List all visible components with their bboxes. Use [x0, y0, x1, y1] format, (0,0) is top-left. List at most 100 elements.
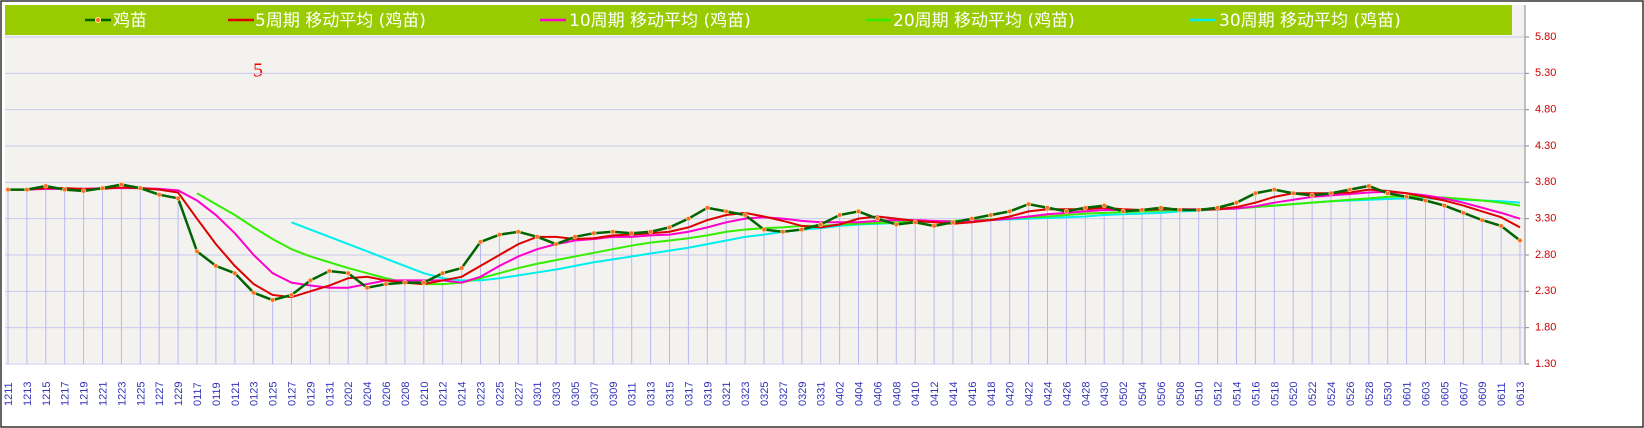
- point: [43, 183, 49, 189]
- legend-label: 5周期 移动平均 (鸡苗): [255, 11, 426, 31]
- point: [288, 292, 294, 298]
- legend: [5, 5, 1512, 35]
- x-tick-label: 0327: [778, 382, 790, 406]
- x-tick-label: 0408: [891, 382, 903, 406]
- point: [1063, 208, 1069, 214]
- x-tick-label: 0611: [1496, 382, 1508, 406]
- point: [1196, 207, 1202, 213]
- x-tick-label: 0206: [381, 382, 393, 406]
- point: [1215, 205, 1221, 211]
- x-tick-label: 0317: [683, 382, 695, 406]
- x-tick-label: 0414: [948, 382, 960, 406]
- point: [1177, 207, 1183, 213]
- x-tick-label: 0214: [457, 382, 469, 406]
- x-tick-label: 0208: [400, 382, 412, 406]
- point: [270, 297, 276, 303]
- point: [515, 229, 521, 235]
- x-tick-label: 0225: [494, 382, 506, 406]
- x-tick-label: 0309: [608, 382, 620, 406]
- x-tick-label: 0404: [854, 382, 866, 406]
- legend-label: 鸡苗: [113, 11, 147, 31]
- point: [1479, 217, 1485, 223]
- point: [24, 187, 30, 193]
- point: [931, 223, 937, 229]
- x-tick-label: 0331: [816, 382, 828, 406]
- y-tick-label: 3.30: [1535, 213, 1556, 225]
- point: [232, 270, 238, 276]
- x-tick-label: 0119: [211, 382, 223, 406]
- x-tick-label: 0512: [1213, 382, 1225, 406]
- point: [685, 216, 691, 222]
- x-tick-label: 0321: [721, 382, 733, 406]
- point: [364, 285, 370, 291]
- point: [213, 263, 219, 269]
- y-tick-label: 1.30: [1535, 358, 1556, 370]
- point: [610, 229, 616, 235]
- point: [383, 281, 389, 287]
- x-tick-label: 0502: [1118, 382, 1130, 406]
- y-tick-label: 1.80: [1535, 322, 1556, 334]
- x-tick-label: 0127: [287, 382, 299, 406]
- point: [534, 234, 540, 240]
- point: [100, 185, 106, 191]
- x-tick-label: 1225: [135, 382, 147, 406]
- point: [666, 224, 672, 230]
- point: [780, 229, 786, 235]
- x-tick-label: 0410: [910, 382, 922, 406]
- point: [175, 195, 181, 201]
- point: [421, 280, 427, 286]
- point: [742, 212, 748, 218]
- point: [1366, 183, 1372, 189]
- point: [1007, 208, 1013, 214]
- point: [799, 227, 805, 233]
- x-tick-label: 0522: [1307, 382, 1319, 406]
- x-tick-label: 0524: [1326, 382, 1338, 406]
- y-tick-label: 4.80: [1535, 104, 1556, 116]
- x-tick-label: 0311: [627, 382, 639, 406]
- point: [1082, 205, 1088, 211]
- x-tick-label: 0418: [986, 382, 998, 406]
- x-tick-label: 0129: [305, 382, 317, 406]
- point: [572, 234, 578, 240]
- y-tick-label: 5.30: [1535, 67, 1556, 79]
- point: [194, 248, 200, 254]
- point: [477, 239, 483, 245]
- x-tick-label: 1219: [79, 382, 91, 406]
- point: [1498, 223, 1504, 229]
- point: [1026, 201, 1032, 207]
- x-tick-label: 0301: [532, 382, 544, 406]
- point: [62, 187, 68, 193]
- point: [1328, 190, 1334, 196]
- x-tick-label: 0516: [1250, 382, 1262, 406]
- point: [1139, 207, 1145, 213]
- x-tick-label: 0117: [192, 382, 204, 406]
- x-tick-label: 0420: [1005, 382, 1017, 406]
- point: [1441, 203, 1447, 209]
- x-tick-label: 0430: [1099, 382, 1111, 406]
- point: [402, 280, 408, 286]
- x-tick-label: 0303: [551, 382, 563, 406]
- x-tick-label: 0504: [1137, 382, 1149, 406]
- x-tick-label: 0605: [1439, 382, 1451, 406]
- x-tick-label: 0609: [1477, 382, 1489, 406]
- x-tick-label: 0422: [1024, 382, 1036, 406]
- point: [761, 227, 767, 233]
- legend-label: 30周期 移动平均 (鸡苗): [1219, 11, 1401, 31]
- x-tick-label: 0210: [419, 382, 431, 406]
- x-tick-label: 0329: [797, 382, 809, 406]
- x-tick-label: 0518: [1269, 382, 1281, 406]
- x-tick-label: 0528: [1364, 382, 1376, 406]
- point: [1290, 190, 1296, 196]
- point: [1517, 237, 1523, 243]
- series-line: [8, 186, 1521, 299]
- x-tick-label: 0613: [1515, 382, 1527, 406]
- x-tick-label: 0406: [872, 382, 884, 406]
- x-tick-label: 0212: [438, 382, 450, 406]
- x-tick-label: 0319: [702, 382, 714, 406]
- legend-marker: [95, 17, 101, 23]
- y-tick-label: 5.80: [1535, 31, 1556, 43]
- point: [912, 219, 918, 225]
- plot-area: [5, 5, 1525, 363]
- point: [459, 265, 465, 271]
